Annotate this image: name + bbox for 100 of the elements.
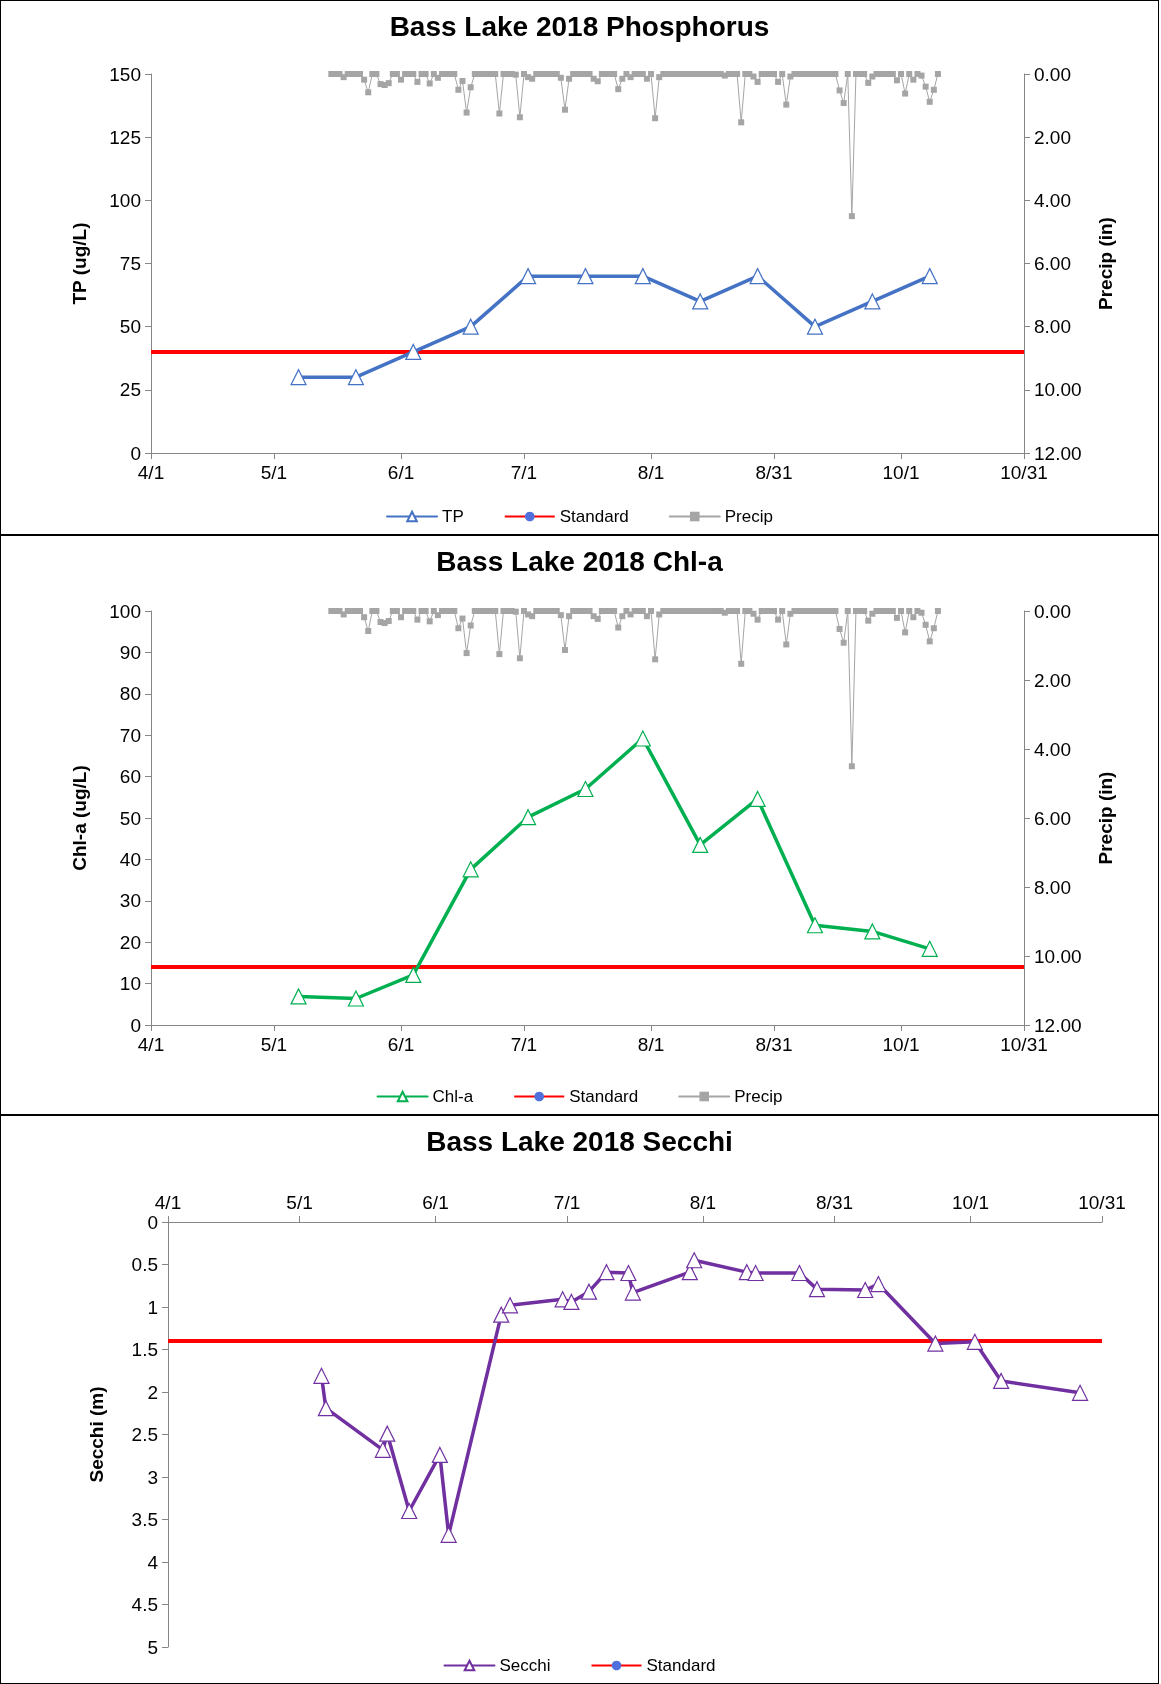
x-tick-label: 8/1	[689, 1192, 717, 1213]
x-tick-label: 6/1	[387, 462, 415, 483]
point	[686, 1252, 703, 1269]
x-tick-label: 5/1	[286, 1192, 313, 1213]
point	[347, 990, 365, 1007]
y2-tick-label: 2.00	[1034, 126, 1071, 148]
point	[864, 923, 881, 940]
y2-tick-label: 4.00	[1034, 738, 1071, 760]
point	[519, 809, 537, 826]
y2-tick-label: 6.00	[1034, 253, 1071, 274]
x-tick-label: 10/31	[1078, 1192, 1126, 1213]
point	[870, 1275, 887, 1293]
chart-title: Bass Lake 2018 Secchi	[426, 1125, 733, 1157]
y-tick-label: 30	[119, 890, 141, 912]
x-tick-label: 8/1	[637, 462, 665, 483]
legend-label: TP	[442, 507, 464, 526]
x-tick-label: 10/31	[1000, 462, 1048, 483]
x-tick-label: 7/1	[510, 1034, 538, 1055]
point	[462, 861, 479, 878]
legend-label: Standard	[559, 507, 629, 526]
point	[379, 1425, 396, 1442]
y-tick-label: 2.5	[131, 1424, 158, 1445]
point	[501, 1297, 519, 1314]
point	[462, 318, 479, 335]
y-tick-label: 50	[119, 807, 141, 829]
x-tick-label: 8/1	[637, 1034, 665, 1055]
point	[290, 369, 307, 386]
point	[493, 1306, 510, 1323]
legend-label: Precip	[734, 1087, 783, 1106]
y2-tick-label: 6.00	[1034, 807, 1071, 829]
y-tick-label: 3.5	[131, 1509, 158, 1530]
x-tick-label: 10/31	[1000, 1034, 1048, 1055]
point	[806, 318, 824, 335]
point	[580, 1283, 598, 1300]
y-tick-label: 70	[119, 724, 141, 746]
y-tick-label: 0	[130, 442, 141, 464]
x-tick-label: 7/1	[553, 1192, 581, 1213]
point	[692, 293, 709, 310]
legend-label: Standard	[646, 1656, 716, 1675]
x-tick-label: 5/1	[260, 1034, 288, 1055]
point	[598, 1264, 615, 1281]
point	[993, 1372, 1010, 1390]
point	[620, 1264, 637, 1282]
point	[921, 268, 938, 285]
x-tick-label: 8/31	[755, 1034, 793, 1055]
point	[806, 917, 824, 934]
point	[747, 1264, 764, 1282]
x-tick-label: 4/1	[154, 1192, 182, 1213]
y-tick-label: 0	[147, 1211, 158, 1233]
point	[519, 268, 537, 285]
x-tick-label: 7/1	[510, 462, 538, 483]
y-tick-label: 2	[147, 1381, 158, 1403]
y2-tick-label: 0.00	[1034, 63, 1071, 85]
y2-axis-title: Precip (in)	[1095, 771, 1116, 865]
point	[317, 1400, 334, 1417]
x-tick-label: 10/1	[882, 1034, 920, 1055]
y-tick-label: 1.5	[131, 1339, 158, 1360]
chart-title: Bass Lake 2018 Phosphorus	[389, 10, 770, 42]
legend-label: Chl-a	[432, 1087, 474, 1106]
point	[692, 836, 709, 854]
y-tick-label: 50	[119, 316, 141, 338]
y2-tick-label: 0.00	[1034, 600, 1071, 622]
y-tick-label: 3	[147, 1466, 158, 1488]
y-axis-title: Secchi (m)	[86, 1386, 107, 1483]
point	[405, 343, 422, 361]
x-tick-label: 6/1	[422, 1192, 449, 1213]
x-tick-label: 4/1	[137, 1034, 165, 1055]
y-tick-label: 150	[109, 63, 141, 85]
y-tick-label: 20	[119, 931, 141, 953]
y2-tick-label: 10.00	[1034, 945, 1082, 967]
point	[563, 1293, 580, 1310]
point	[966, 1333, 983, 1350]
y-tick-label: 125	[109, 126, 141, 148]
y2-tick-label: 12.00	[1034, 1014, 1082, 1036]
point	[927, 1335, 944, 1352]
point	[624, 1284, 641, 1301]
y-tick-label: 60	[119, 766, 141, 788]
y-tick-label: 0.5	[131, 1254, 158, 1275]
x-tick-label: 8/31	[816, 1192, 854, 1213]
point	[401, 1502, 418, 1520]
chart-title: Bass Lake 2018 Chl-a	[436, 545, 724, 577]
y-tick-label: 4.5	[131, 1594, 158, 1615]
x-tick-label: 6/1	[387, 1034, 415, 1055]
y-tick-label: 80	[119, 683, 141, 705]
y-axis-title: TP (ug/L)	[69, 222, 90, 305]
point	[313, 1367, 330, 1384]
point	[431, 1446, 448, 1463]
y-tick-label: 1	[147, 1296, 158, 1318]
y2-tick-label: 4.00	[1034, 189, 1071, 211]
x-tick-label: 4/1	[137, 462, 165, 483]
y-tick-label: 0	[130, 1014, 141, 1036]
y2-tick-label: 10.00	[1034, 379, 1082, 401]
y2-tick-label: 8.00	[1034, 316, 1071, 338]
x-tick-label: 10/1	[882, 462, 920, 483]
y2-tick-label: 2.00	[1034, 669, 1071, 691]
x-tick-label: 10/1	[951, 1192, 989, 1213]
legend-label: Secchi	[499, 1656, 551, 1675]
point	[347, 369, 365, 386]
x-tick-label: 8/31	[755, 462, 793, 483]
y-tick-label: 4	[147, 1551, 159, 1573]
